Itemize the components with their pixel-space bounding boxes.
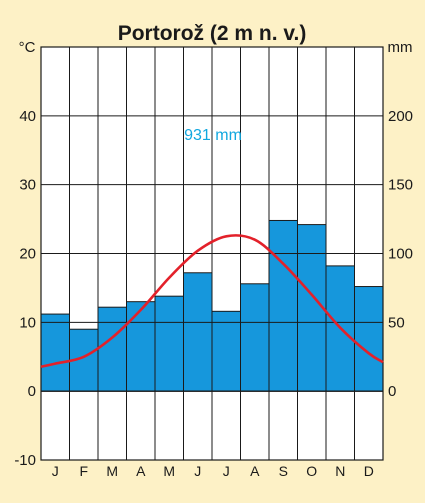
month-label: O — [306, 463, 317, 479]
precipitation-bar — [40, 313, 70, 392]
precipitation-bar — [211, 310, 241, 392]
precipitation-tick-label: 50 — [388, 314, 405, 331]
precipitation-tick-label: 0 — [388, 383, 396, 400]
precipitation-bar — [154, 295, 184, 392]
annual-precipitation-label: 931 mm — [184, 127, 242, 144]
month-label: J — [223, 463, 230, 479]
precipitation-bar — [97, 306, 127, 392]
precipitation-bar — [240, 283, 270, 392]
month-label: F — [79, 463, 88, 479]
temperature-tick-label: 10 — [19, 314, 36, 331]
temperature-tick-label: 40 — [19, 108, 36, 125]
precipitation-bar — [126, 301, 156, 392]
temperature-tick-label: 0 — [28, 383, 36, 400]
month-label: J — [194, 463, 201, 479]
right-axis-unit: mm — [388, 39, 413, 56]
precipitation-tick-label: 100 — [388, 246, 413, 263]
month-label: A — [250, 463, 260, 479]
chart-title: Portorož (2 m n. v.) — [118, 22, 307, 45]
month-label: S — [279, 463, 288, 479]
precipitation-tick-label: 150 — [388, 177, 413, 194]
precipitation-tick-label: 200 — [388, 108, 413, 125]
month-label: D — [364, 463, 374, 479]
plot-border — [40, 46, 384, 461]
month-label: M — [163, 463, 175, 479]
precipitation-bar — [183, 272, 213, 392]
plot-area: -10 0 10 20 30 40 0 50 100 150 200 J F M A M J J A S O N D — [14, 46, 413, 479]
precipitation-bar — [354, 286, 384, 392]
temperature-tick-label: -10 — [14, 452, 36, 469]
month-label: A — [136, 463, 146, 479]
precipitation-bar — [268, 219, 298, 392]
temperature-line — [40, 234, 384, 368]
temperature-tick-label: 30 — [19, 177, 36, 194]
month-label: M — [106, 463, 118, 479]
month-label: N — [335, 463, 345, 479]
left-axis-unit: °C — [19, 39, 36, 56]
temperature-tick-label: 20 — [19, 246, 36, 263]
month-label: J — [52, 463, 59, 479]
